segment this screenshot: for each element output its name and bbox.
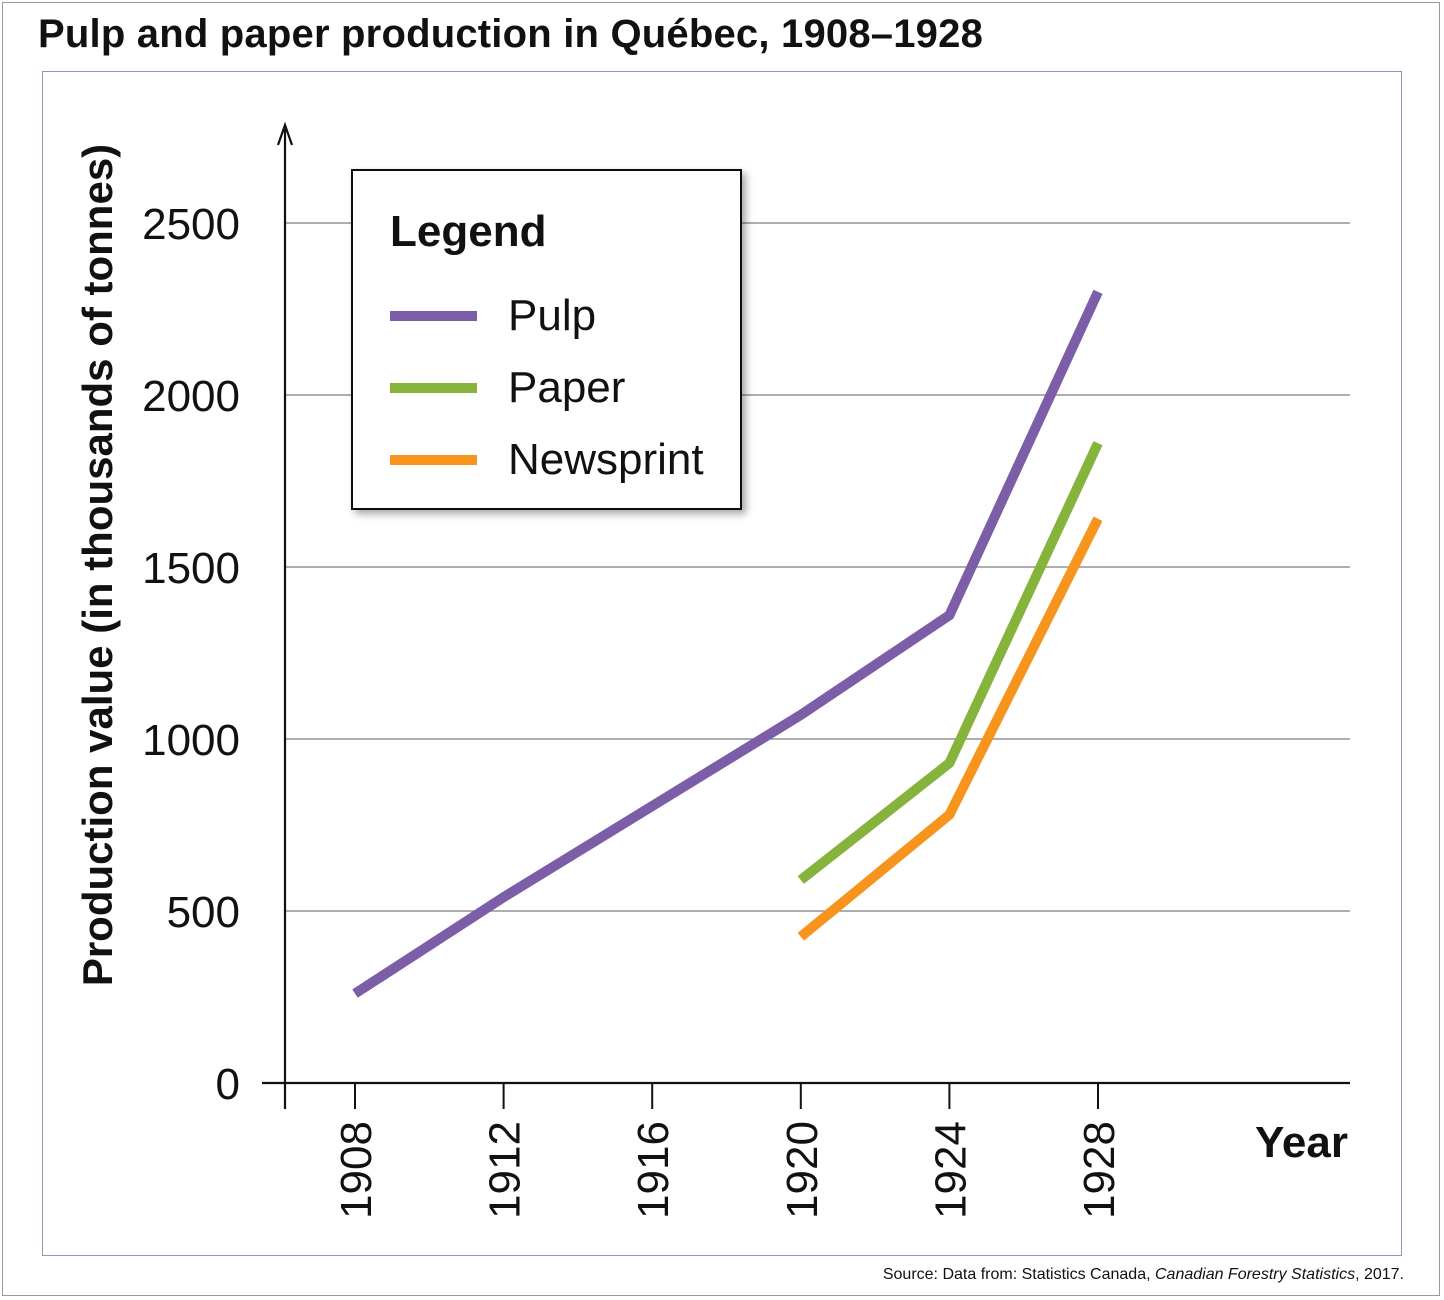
series-line-paper [797, 441, 1103, 884]
series-line-pulp [352, 289, 1103, 998]
x-tick-label-1928: 1928 [1075, 1121, 1124, 1219]
chart-title: Pulp and paper production in Québec, 190… [38, 12, 984, 56]
x-tick-label-1916: 1916 [629, 1121, 678, 1219]
y-tick-label-1500: 1500 [142, 544, 240, 593]
y-tick-label-1000: 1000 [142, 716, 240, 765]
y-tick-label-0: 0 [216, 1060, 240, 1109]
legend-title: Legend [390, 207, 546, 256]
y-axis-arrowhead [276, 121, 294, 146]
source-note: Source: Data from: Statistics Canada, Ca… [883, 1266, 1404, 1284]
axes: 0 500 1000 1500 2000 2500 1908 1912 1916 1920 1924… [74, 121, 1350, 1219]
legend-box [351, 169, 742, 510]
y-tick-label-500: 500 [167, 888, 240, 937]
legend-label-paper: Paper [508, 363, 625, 412]
y-axis-title: Production value (in thousands of tonnes… [74, 144, 121, 986]
x-tick-label-1920: 1920 [778, 1121, 827, 1219]
series-lines [352, 289, 1103, 998]
x-axis-title: Year [1255, 1118, 1348, 1167]
source-prefix: Source: Data from: Statistics Canada, [882, 1266, 1155, 1283]
x-tick-label-1908: 1908 [332, 1121, 381, 1219]
source-publication: Canadian Forestry Statistics [1154, 1266, 1356, 1283]
y-tick-label-2500: 2500 [142, 200, 240, 249]
legend: Legend Pulp Paper Newsprint [351, 169, 742, 510]
legend-label-pulp: Pulp [508, 291, 596, 340]
x-tick-label-1924: 1924 [926, 1121, 975, 1219]
chart-frame [42, 71, 1402, 1256]
source-suffix: , 2017. [1355, 1266, 1404, 1283]
x-tick-label-1912: 1912 [481, 1121, 530, 1219]
legend-label-newsprint: Newsprint [508, 435, 704, 484]
y-tick-label-2000: 2000 [142, 372, 240, 421]
series-line-newsprint [797, 516, 1103, 941]
